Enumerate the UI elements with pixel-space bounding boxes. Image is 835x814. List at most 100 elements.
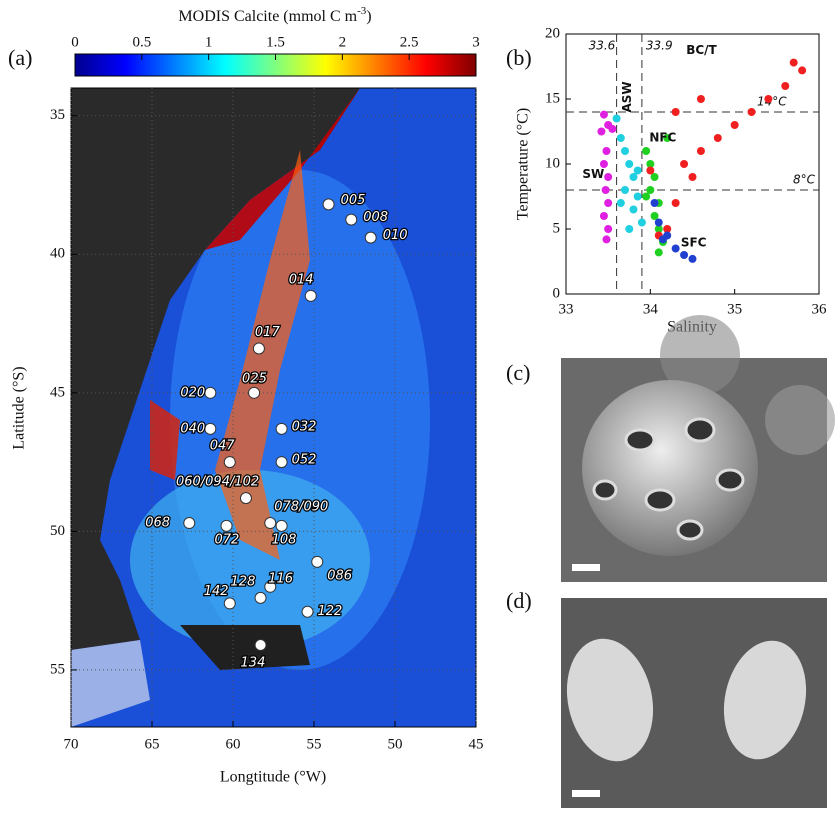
station-label: 086 — [327, 568, 352, 583]
x-tick-label: 34 — [643, 301, 659, 317]
data-point — [625, 160, 633, 168]
data-point — [689, 173, 697, 181]
series-label: ASW — [620, 81, 634, 112]
data-point — [731, 121, 739, 129]
x-tick-label: 55 — [307, 736, 322, 752]
sem-image-c — [561, 315, 835, 582]
data-point — [617, 134, 625, 142]
station — [276, 520, 287, 531]
station-label: 108 — [272, 532, 297, 547]
data-point — [798, 66, 806, 74]
station — [346, 214, 357, 225]
y-tick-label: 55 — [50, 661, 65, 677]
panel-label: (d) — [506, 588, 532, 613]
colorbar-title: MODIS Calcite (mmol C m-3) — [178, 5, 371, 25]
station — [240, 493, 251, 504]
station — [184, 518, 195, 529]
y-tick-label: 10 — [545, 155, 560, 171]
x-tick-label: 36 — [812, 301, 828, 317]
y-tick-label: 45 — [50, 384, 65, 400]
x-tick-label: 65 — [145, 736, 160, 752]
reference-label: 33.6 — [589, 39, 616, 53]
station-label: 047 — [210, 439, 236, 454]
data-point — [602, 147, 610, 155]
station — [205, 387, 216, 398]
station-label: 128 — [231, 574, 256, 589]
x-tick-label: 70 — [64, 736, 79, 752]
station — [265, 518, 276, 529]
colorbar-tick-label: 0.5 — [132, 34, 151, 50]
data-point — [748, 108, 756, 116]
y-tick-label: 15 — [545, 90, 560, 106]
y-tick-label: 40 — [50, 246, 65, 262]
data-point — [597, 128, 605, 136]
data-point — [638, 219, 646, 227]
series-label: SW — [582, 167, 604, 181]
data-point — [790, 59, 798, 67]
station — [221, 520, 232, 531]
station-label: 072 — [215, 532, 240, 547]
data-point — [672, 245, 680, 253]
station-label: 052 — [292, 453, 317, 468]
sem-image-d — [556, 598, 827, 808]
data-point — [621, 186, 629, 194]
reference-label: 33.9 — [646, 39, 673, 53]
station-label: 122 — [318, 604, 343, 619]
colorbar-tick-label: 2.5 — [400, 34, 419, 50]
data-point — [617, 199, 625, 207]
data-point — [651, 199, 659, 207]
data-point — [646, 167, 654, 175]
station — [305, 290, 316, 301]
y-axis-label: Latitude (°S) — [11, 366, 28, 449]
data-point — [608, 125, 616, 133]
data-point — [600, 212, 608, 220]
data-point — [642, 193, 650, 201]
series-label: NFC — [649, 131, 676, 145]
station-label: 005 — [341, 193, 366, 208]
station-label: 068 — [145, 516, 170, 531]
colorbar-tick-label: 2 — [339, 34, 347, 50]
panel-label: (c) — [506, 360, 530, 385]
station — [312, 556, 323, 567]
data-point — [602, 186, 610, 194]
data-point — [764, 95, 772, 103]
data-point — [714, 134, 722, 142]
data-point — [604, 199, 612, 207]
y-tick-label: 50 — [50, 523, 65, 539]
data-point — [600, 111, 608, 119]
data-point — [642, 147, 650, 155]
x-tick-label: 35 — [727, 301, 742, 317]
data-point — [604, 173, 612, 181]
series-label: SFC — [681, 236, 707, 250]
panel-label: (b) — [506, 45, 532, 70]
station-label: 060/094/102 — [176, 475, 259, 490]
data-point — [634, 167, 642, 175]
station-label: 017 — [255, 325, 281, 340]
data-point — [659, 235, 667, 243]
colorbar-tick-label: 1.5 — [266, 34, 285, 50]
station-label: 032 — [292, 419, 317, 434]
figure: (a) (b) (c) (d) MODIS Calcite (mmol C m-… — [0, 0, 835, 814]
y-axis-label: Temperature (°C) — [515, 108, 532, 220]
station-label: 014 — [289, 272, 314, 287]
colorbar-tick-label: 0 — [71, 34, 79, 50]
data-point — [613, 115, 621, 123]
station — [323, 199, 334, 210]
y-tick-label: 20 — [545, 25, 560, 41]
station-label: 134 — [241, 655, 266, 670]
data-point — [604, 225, 612, 233]
station-label: 008 — [363, 210, 388, 225]
station-label: 025 — [242, 371, 267, 386]
series-label: BC/T — [686, 43, 717, 57]
station — [255, 592, 266, 603]
data-point — [621, 147, 629, 155]
y-tick-label: 5 — [553, 220, 561, 236]
reference-label: 14°C — [757, 95, 787, 109]
data-point — [655, 219, 663, 227]
x-axis-label: Longtitude (°W) — [220, 769, 326, 786]
station — [253, 343, 264, 354]
station — [365, 232, 376, 243]
station — [276, 457, 287, 468]
station — [255, 639, 266, 650]
data-point — [689, 255, 697, 263]
